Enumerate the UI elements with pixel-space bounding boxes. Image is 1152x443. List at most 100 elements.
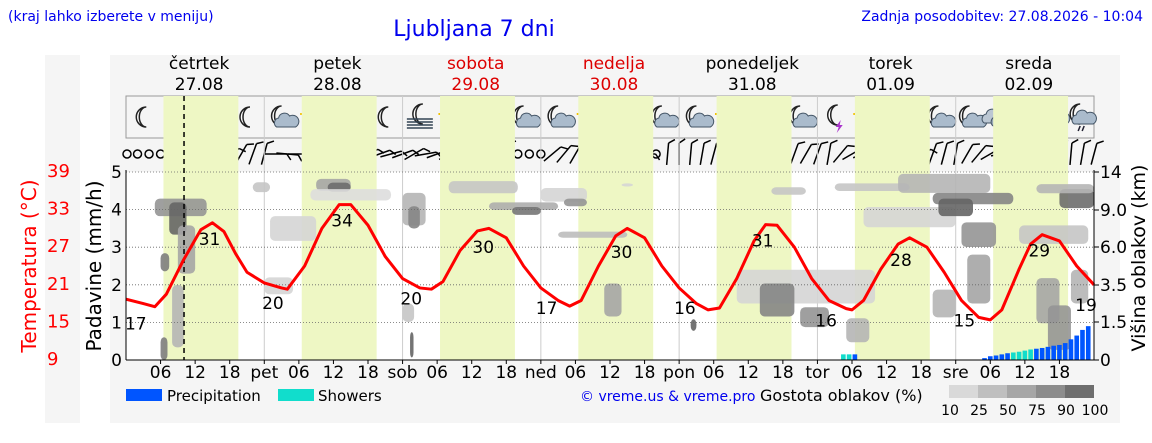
cloud-patch: [961, 222, 997, 247]
showers-legend-label: Showers: [318, 387, 382, 405]
density-step-label: 10: [941, 403, 959, 419]
density-step-label: 75: [1028, 403, 1046, 419]
wind-barb-shaft: [414, 151, 437, 157]
calm-wind-circle: [132, 149, 143, 159]
precipitation-bar: [841, 354, 846, 360]
wind-barb-feather: [797, 141, 806, 145]
cloud-height-axis-title: Višina oblakov (km): [1128, 165, 1150, 352]
wind-barb-feather: [830, 139, 838, 144]
precipitation-bar: [987, 356, 993, 360]
precipitation-bar: [1080, 329, 1085, 360]
x-tick-label: 12: [1014, 363, 1036, 383]
day-name: ponedeljek: [706, 54, 800, 74]
wind-barb-feather: [678, 138, 686, 144]
wind-barb: [1090, 140, 1104, 165]
temperature-label: 34: [331, 212, 353, 232]
cloud-patch: [834, 183, 910, 191]
cloud-height-tick-label: 9.0: [1100, 201, 1127, 221]
day-date: 28.08: [313, 75, 362, 95]
cloud-patch: [1070, 269, 1089, 304]
left-margin-strip: [45, 55, 80, 423]
precipitation-tick-label: 4: [111, 201, 122, 221]
temperature-label: 20: [400, 290, 422, 310]
precipitation-bar: [982, 358, 987, 360]
page-title: Ljubljana 7 dni: [393, 17, 554, 42]
temperature-label: 28: [890, 251, 912, 271]
region-hint[interactable]: (kraj lahko izberete v meniju): [8, 9, 214, 25]
wind-barb: [404, 147, 431, 161]
day-date: 29.08: [451, 75, 500, 95]
wind-barb-feather: [266, 140, 275, 145]
wind-barb-feather: [703, 139, 712, 144]
wind-barb: [1079, 139, 1092, 165]
wind-barb-shaft: [832, 145, 849, 163]
wind-barb: [543, 146, 568, 162]
precipitation-axis-title: Padavine (mm/h): [82, 180, 106, 351]
wind-barb-shaft: [688, 142, 693, 166]
temperature-tick-label: 9: [47, 349, 58, 370]
temperature-tick-label: 15: [47, 311, 70, 332]
wind-barb: [248, 141, 264, 165]
x-tick-label: 18: [357, 363, 379, 383]
precipitation-tick-label: 3: [111, 238, 122, 258]
temperature-label: 15: [954, 311, 976, 331]
cloud-patch: [621, 183, 634, 187]
precipitation-bar: [1039, 347, 1045, 360]
temperature-label: 29: [1028, 242, 1050, 262]
wind-barb: [832, 144, 855, 163]
moon-cloud-icon: [270, 105, 300, 128]
temperature-label: 20: [262, 294, 284, 314]
wind-barb-feather: [423, 147, 431, 153]
wind-barb: [665, 138, 676, 166]
wind-barb: [699, 139, 712, 165]
moon-cloud-icon: [512, 105, 542, 128]
cloud-height-tick-label: 6.0: [1100, 238, 1127, 258]
daylight-band: [578, 96, 654, 360]
precipitation-bar: [1045, 346, 1051, 360]
wind-barb-shaft: [971, 145, 987, 163]
moon-cloud-icon: [547, 105, 576, 128]
day-name: petek: [313, 54, 361, 74]
wind-barb-shaft: [789, 143, 799, 165]
cloud-patch: [558, 231, 628, 238]
credit-link[interactable]: © vreme.us & vreme.pro: [580, 389, 755, 405]
wind-barb-feather: [256, 141, 264, 145]
moon-rain-icon: [1069, 103, 1097, 132]
cloud-patch: [172, 285, 184, 348]
cloud-shape: [1071, 109, 1097, 125]
day-date: 27.08: [175, 75, 224, 95]
precipitation-bar: [1051, 345, 1056, 360]
precipitation-tick-label: 1: [111, 313, 122, 333]
wind-barb-shaft: [404, 147, 424, 161]
cloud-patch: [310, 189, 392, 201]
cloud-patch: [863, 206, 956, 228]
x-tick-label: tor: [805, 363, 829, 383]
cloud-patch: [408, 206, 420, 229]
wind-barb-feather: [691, 138, 699, 144]
cloud-patch: [771, 187, 806, 195]
temperature-label: 16: [815, 311, 837, 331]
cloud-height-tick-label: 14: [1100, 163, 1122, 183]
wind-barb-shaft: [826, 143, 832, 165]
wind-barb-feather: [957, 139, 965, 144]
wind-barb-feather: [238, 147, 247, 153]
moon-cloud-icon: [958, 105, 988, 128]
cloud-patch: [898, 173, 991, 193]
cloud-patch: [846, 318, 870, 343]
wind-barb-shaft: [1090, 143, 1098, 165]
x-tick-label: 12: [461, 363, 483, 383]
x-tick-label: 12: [184, 363, 206, 383]
precipitation-bar: [1022, 350, 1028, 360]
density-step-label: 90: [1057, 403, 1075, 419]
density-swatch: [1065, 385, 1094, 398]
wind-barb-shaft: [710, 143, 718, 165]
wind-barb: [961, 143, 980, 164]
density-step-label: 25: [970, 403, 988, 419]
x-tick-label: 06: [703, 363, 725, 383]
last-update: Zadnja posodobitev: 27.08.2026 - 10:04: [861, 9, 1143, 25]
x-tick-label: 18: [772, 363, 794, 383]
wind-barb-feather: [985, 144, 994, 148]
precipitation-bar: [1057, 344, 1062, 360]
